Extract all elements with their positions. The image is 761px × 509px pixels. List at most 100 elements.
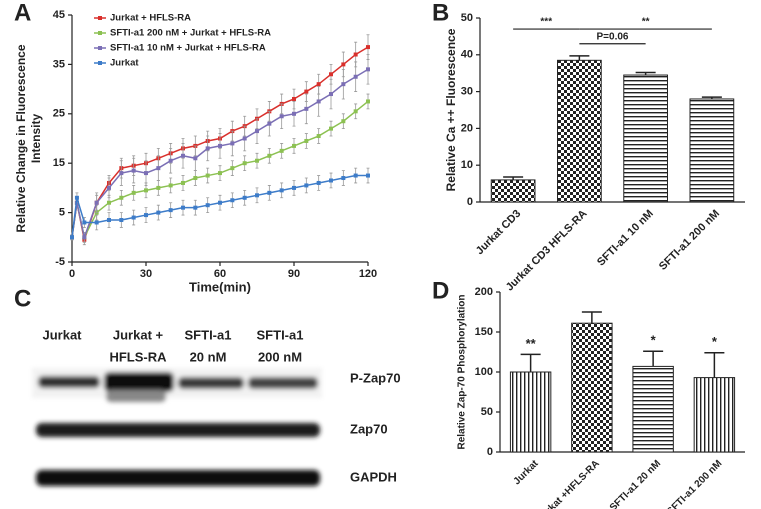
- marker: [168, 183, 173, 188]
- marker: [131, 190, 136, 195]
- marker: [144, 213, 148, 218]
- series-line: [71, 46, 369, 243]
- x-tick-label: 90: [288, 268, 300, 280]
- significance-label: *: [712, 334, 718, 349]
- y-axis-label: Intensity: [29, 114, 43, 164]
- marker: [242, 136, 247, 141]
- marker: [304, 106, 309, 111]
- marker: [193, 205, 198, 210]
- error-bar: [643, 350, 664, 367]
- marker: [341, 62, 346, 67]
- y-tick-label: 25: [53, 108, 65, 120]
- marker: [205, 173, 210, 178]
- marker: [156, 166, 161, 171]
- bar: [623, 74, 668, 203]
- y-tick-label: 100: [475, 366, 493, 378]
- series-line: [71, 174, 368, 238]
- marker: [119, 218, 124, 223]
- legend-marker: [98, 16, 102, 20]
- marker: [193, 176, 198, 181]
- x-tick-label: SFTI-a1 200 nM: [665, 458, 724, 509]
- marker: [218, 171, 222, 176]
- y-tick-label: 35: [53, 58, 65, 70]
- legend-label: Jurkat + HFLS-RA: [110, 13, 191, 24]
- legend-label: Jurkat: [110, 58, 139, 69]
- y-tick-label: 15: [53, 157, 65, 169]
- annotation: P=0.06: [597, 31, 629, 42]
- marker: [107, 185, 111, 190]
- y-tick-label: 5: [59, 207, 65, 219]
- y-tick-label: 10: [461, 159, 473, 171]
- marker: [267, 153, 272, 158]
- error-bar: [704, 352, 725, 378]
- marker: [341, 82, 346, 87]
- row-label: Zap70: [350, 421, 388, 436]
- marker: [168, 208, 173, 213]
- legend-marker: [98, 61, 102, 65]
- lane-label: SFTI-a1: [257, 327, 304, 342]
- marker: [82, 235, 87, 240]
- marker: [304, 138, 309, 143]
- marker: [74, 195, 79, 200]
- marker: [255, 129, 259, 134]
- marker: [292, 185, 296, 190]
- marker: [70, 235, 74, 240]
- legend-label: SFTI-a1 10 nM + Jurkat + HFLS-RA: [110, 43, 266, 54]
- bar: [490, 179, 536, 203]
- x-axis-label: Time(min): [189, 279, 251, 294]
- row-label: GAPDH: [350, 469, 397, 484]
- lane-label: Jurkat: [42, 327, 82, 342]
- y-tick-label: 45: [53, 9, 65, 21]
- marker: [366, 45, 370, 50]
- error-bar: [520, 353, 541, 372]
- x-tick-label: 0: [69, 268, 75, 280]
- panel-letter: D: [432, 277, 449, 304]
- marker: [131, 215, 136, 220]
- marker: [316, 134, 321, 139]
- lane-label: 20 nM: [190, 349, 227, 364]
- marker: [353, 52, 358, 57]
- marker: [366, 173, 370, 178]
- lane-label: Jurkat +: [113, 327, 164, 342]
- series-line: [71, 100, 369, 240]
- lane-label: SFTI-a1: [185, 327, 232, 342]
- x-tick-label: Jurkat CD3: [474, 208, 524, 258]
- marker: [329, 92, 333, 97]
- y-tick-label: 150: [475, 326, 493, 338]
- error-bar: [635, 71, 656, 76]
- marker: [292, 96, 296, 101]
- marker: [304, 89, 309, 94]
- marker: [329, 72, 333, 77]
- marker: [119, 171, 124, 176]
- bar: [557, 59, 602, 203]
- y-axis-label: Relative Change in Fluorescence: [14, 44, 28, 232]
- bar: [693, 377, 736, 453]
- marker: [144, 171, 148, 176]
- y-tick-label: 30: [461, 86, 473, 98]
- panel-letter: B: [432, 0, 449, 26]
- y-axis-label: Relative Ca ++ Fluorescence: [444, 28, 458, 191]
- marker: [94, 220, 99, 225]
- marker: [304, 183, 309, 188]
- marker: [353, 173, 358, 178]
- x-tick-label: SFTI-a1 200 nM: [657, 208, 722, 273]
- marker: [267, 121, 272, 126]
- marker: [279, 114, 284, 119]
- marker: [82, 220, 87, 225]
- y-tick-label: -5: [55, 256, 65, 268]
- x-tick-label: Jurkat: [512, 458, 541, 487]
- marker: [230, 166, 235, 171]
- blot-image: [32, 368, 322, 486]
- y-tick-label: 200: [475, 286, 493, 298]
- marker: [168, 158, 173, 163]
- marker: [316, 180, 321, 185]
- marker: [279, 148, 284, 153]
- marker: [205, 203, 210, 208]
- marker: [242, 161, 247, 166]
- y-axis-label: Relative Zap-70 Phosphorylation: [457, 294, 468, 449]
- marker: [292, 143, 296, 148]
- marker: [107, 200, 111, 205]
- marker: [230, 198, 235, 203]
- marker: [353, 109, 358, 114]
